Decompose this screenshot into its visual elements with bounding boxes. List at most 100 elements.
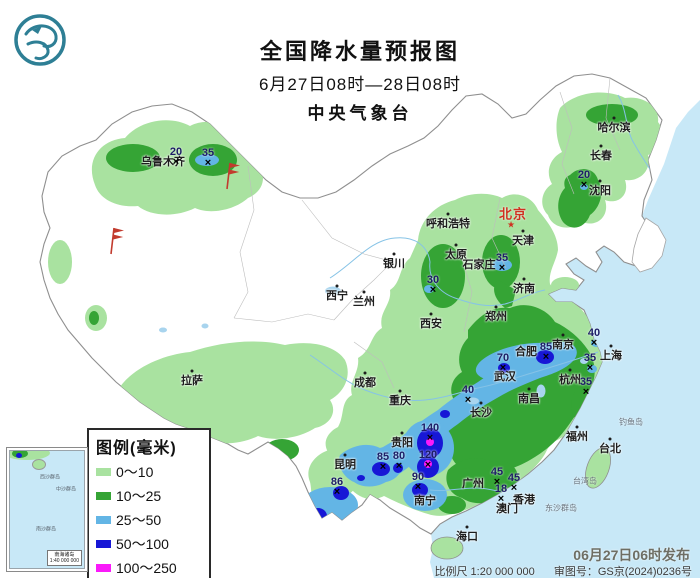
precip-value: 45 [490, 466, 504, 478]
city-dot [522, 277, 526, 281]
capital-star-icon: ★ [506, 219, 516, 230]
city-label: 西安 [420, 318, 442, 330]
legend-item-label: 10～25 [116, 488, 162, 504]
city-dot [398, 389, 402, 393]
city-label: 西宁 [326, 290, 348, 302]
city-label: 乌鲁木齐 [141, 156, 185, 168]
precip-value: 35 [583, 352, 597, 364]
city-label: 上海 [600, 350, 622, 362]
city-dot [429, 312, 433, 316]
city-dot [568, 368, 572, 372]
precip-center-marker: × [414, 481, 422, 493]
city-label: 兰州 [353, 296, 375, 308]
legend-item: 25～50 [96, 510, 203, 530]
city-label: 长春 [590, 150, 612, 162]
legend-swatch [96, 492, 111, 500]
legend-item-label: 0～10 [116, 464, 154, 480]
precip-center-marker: × [379, 461, 387, 473]
city-dot [608, 437, 612, 441]
precip-value: 86 [330, 476, 344, 488]
inset-hainan [32, 459, 46, 470]
precip-center-marker: × [542, 351, 550, 363]
legend-title: 图例(毫米) [96, 440, 177, 457]
city-label: 昆明 [334, 459, 356, 471]
city-label: 澳门 [496, 503, 518, 515]
city-dot [479, 401, 483, 405]
precip-value: 45 [507, 472, 521, 484]
precip-center-marker: × [580, 179, 588, 191]
inset-island-label: 西沙群岛 [39, 474, 61, 481]
province-borders [233, 77, 621, 389]
precip-center-marker: × [590, 337, 598, 349]
sea-area [430, 100, 700, 578]
inset-map-area: 西沙群岛中沙群岛南沙群岛 南海诸岛 1:40 000 000 [9, 450, 85, 569]
city-label: 海口 [456, 531, 478, 543]
legend-swatch [96, 516, 111, 524]
precip-center-marker: × [493, 476, 501, 488]
precip-center-marker: × [499, 362, 507, 374]
precip-value: 40 [587, 327, 601, 339]
precip-value: 90 [411, 471, 425, 483]
city-dot [575, 425, 579, 429]
city-dot [362, 290, 366, 294]
hainan-island [430, 536, 464, 560]
inset-coast-blob [10, 451, 50, 460]
city-label: 南昌 [518, 393, 540, 405]
legend-item-label: 25～50 [116, 512, 162, 528]
city-dot [190, 369, 194, 373]
page-title: 全国降水量预报图 [259, 39, 460, 64]
cma-logo [12, 12, 68, 68]
city-label: 长沙 [470, 407, 492, 419]
legend-items: 0～10 10～25 25～50 50～100 100～250 [96, 462, 203, 578]
legend-swatch [96, 564, 111, 572]
precip-center-marker: × [204, 157, 212, 169]
city-label: 成都 [354, 377, 376, 389]
city-dot [454, 243, 458, 247]
precip-value: 140 [420, 422, 440, 434]
legend-item-label: 100～250 [116, 560, 177, 576]
city-label: 武汉 [494, 371, 516, 383]
island-label: 东沙群岛 [545, 503, 577, 513]
korea-landmass [631, 217, 667, 273]
legend-item-label: 50～100 [116, 536, 169, 552]
precip-value: 80 [392, 450, 406, 462]
city-dot [521, 229, 525, 233]
city-label: 台北 [599, 443, 621, 455]
precip-center-marker: × [426, 432, 434, 444]
legend-item: 10～25 [96, 486, 203, 506]
precip-value: 85 [376, 451, 390, 463]
precip-center-marker: × [498, 262, 506, 274]
precip-center-marker: × [172, 156, 180, 168]
precip-value: 35 [495, 252, 509, 264]
precip-value: 70 [496, 352, 510, 364]
precip-value: 120 [418, 449, 438, 461]
inset-island-label: 中沙群岛 [55, 486, 77, 493]
city-dot [494, 305, 498, 309]
city-label: 郑州 [485, 311, 507, 323]
inset-caption-scale: 1:40 000 000 [49, 558, 79, 564]
precip-center-marker: × [464, 394, 472, 406]
island-label: 台湾岛 [573, 476, 597, 486]
precip-value: 35 [579, 376, 593, 388]
map-info: 比例尺 1:20 000 000 审图号：GS京(2024)0236号 [330, 563, 692, 578]
cma-logo-icon [14, 14, 66, 66]
legend-swatch [96, 468, 111, 476]
taiwan-island [585, 447, 611, 489]
precip-center-marker: × [333, 486, 341, 498]
inset-caption: 南海诸岛 1:40 000 000 [46, 550, 82, 566]
precip-center-marker: × [429, 284, 437, 296]
forecast-date-range: 6月27日08时—28日08时 [258, 75, 462, 94]
lakes [159, 286, 588, 405]
inset-coast-blob [16, 453, 22, 458]
city-label: 哈尔滨 [597, 122, 631, 134]
city-label: 贵阳 [391, 437, 413, 449]
inset-island-label: 南沙群岛 [35, 526, 57, 533]
map-scale: 比例尺 1:20 000 000 [434, 566, 535, 578]
legend-swatch [96, 540, 111, 548]
city-label: 济南 [513, 283, 535, 295]
inset-caption-title: 南海诸岛 [54, 552, 75, 558]
precip-value: 20 [577, 169, 591, 181]
